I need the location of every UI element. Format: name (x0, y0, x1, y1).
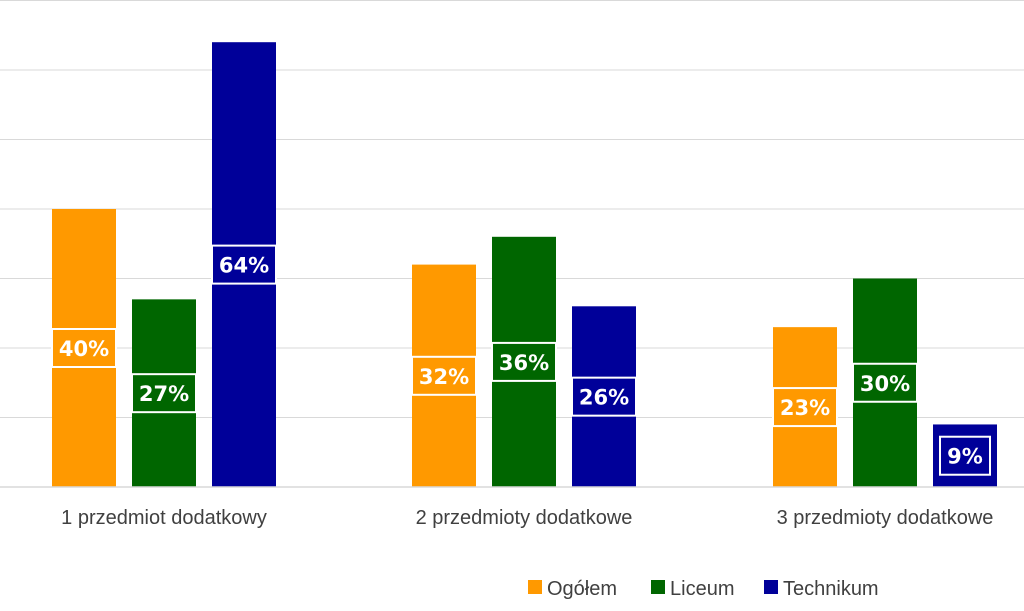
legend-label: Technikum (783, 578, 879, 600)
data-label-box (939, 435, 991, 476)
data-label-box (211, 244, 277, 285)
data-label: 27% (139, 382, 189, 406)
legend-swatch-liceum (651, 580, 665, 594)
data-label-box (491, 341, 557, 382)
category-label: 1 przedmiot dodatkowy (61, 507, 267, 529)
category-labels: 1 przedmiot dodatkowy 2 przedmioty dodatk… (61, 507, 993, 529)
data-label: 26% (579, 386, 629, 410)
category-label: 3 przedmioty dodatkowe (777, 507, 994, 529)
data-label-box (411, 355, 477, 396)
data-label: 9% (947, 445, 983, 469)
legend: Ogółem Liceum Technikum (528, 578, 879, 600)
data-label: 30% (860, 372, 910, 396)
data-labels: 40% 27% 64% 32% 36% 26% 23% 30% 9% (51, 244, 991, 476)
legend-swatch-ogółem (528, 580, 542, 594)
legend-label: Ogółem (547, 578, 617, 600)
data-label: 32% (419, 365, 469, 389)
data-label: 40% (59, 337, 109, 361)
data-label: 64% (219, 254, 269, 278)
data-label-box (51, 328, 117, 368)
data-label-box (772, 387, 838, 428)
category-label: 2 przedmioty dodatkowe (416, 507, 633, 529)
data-label-box (131, 373, 197, 414)
legend-swatch-technikum (764, 580, 778, 594)
bars (52, 42, 997, 487)
data-label-box (852, 362, 918, 403)
data-label-box (571, 376, 637, 417)
data-label: 23% (780, 396, 830, 420)
data-label: 36% (499, 351, 549, 375)
legend-label: Liceum (670, 578, 734, 600)
